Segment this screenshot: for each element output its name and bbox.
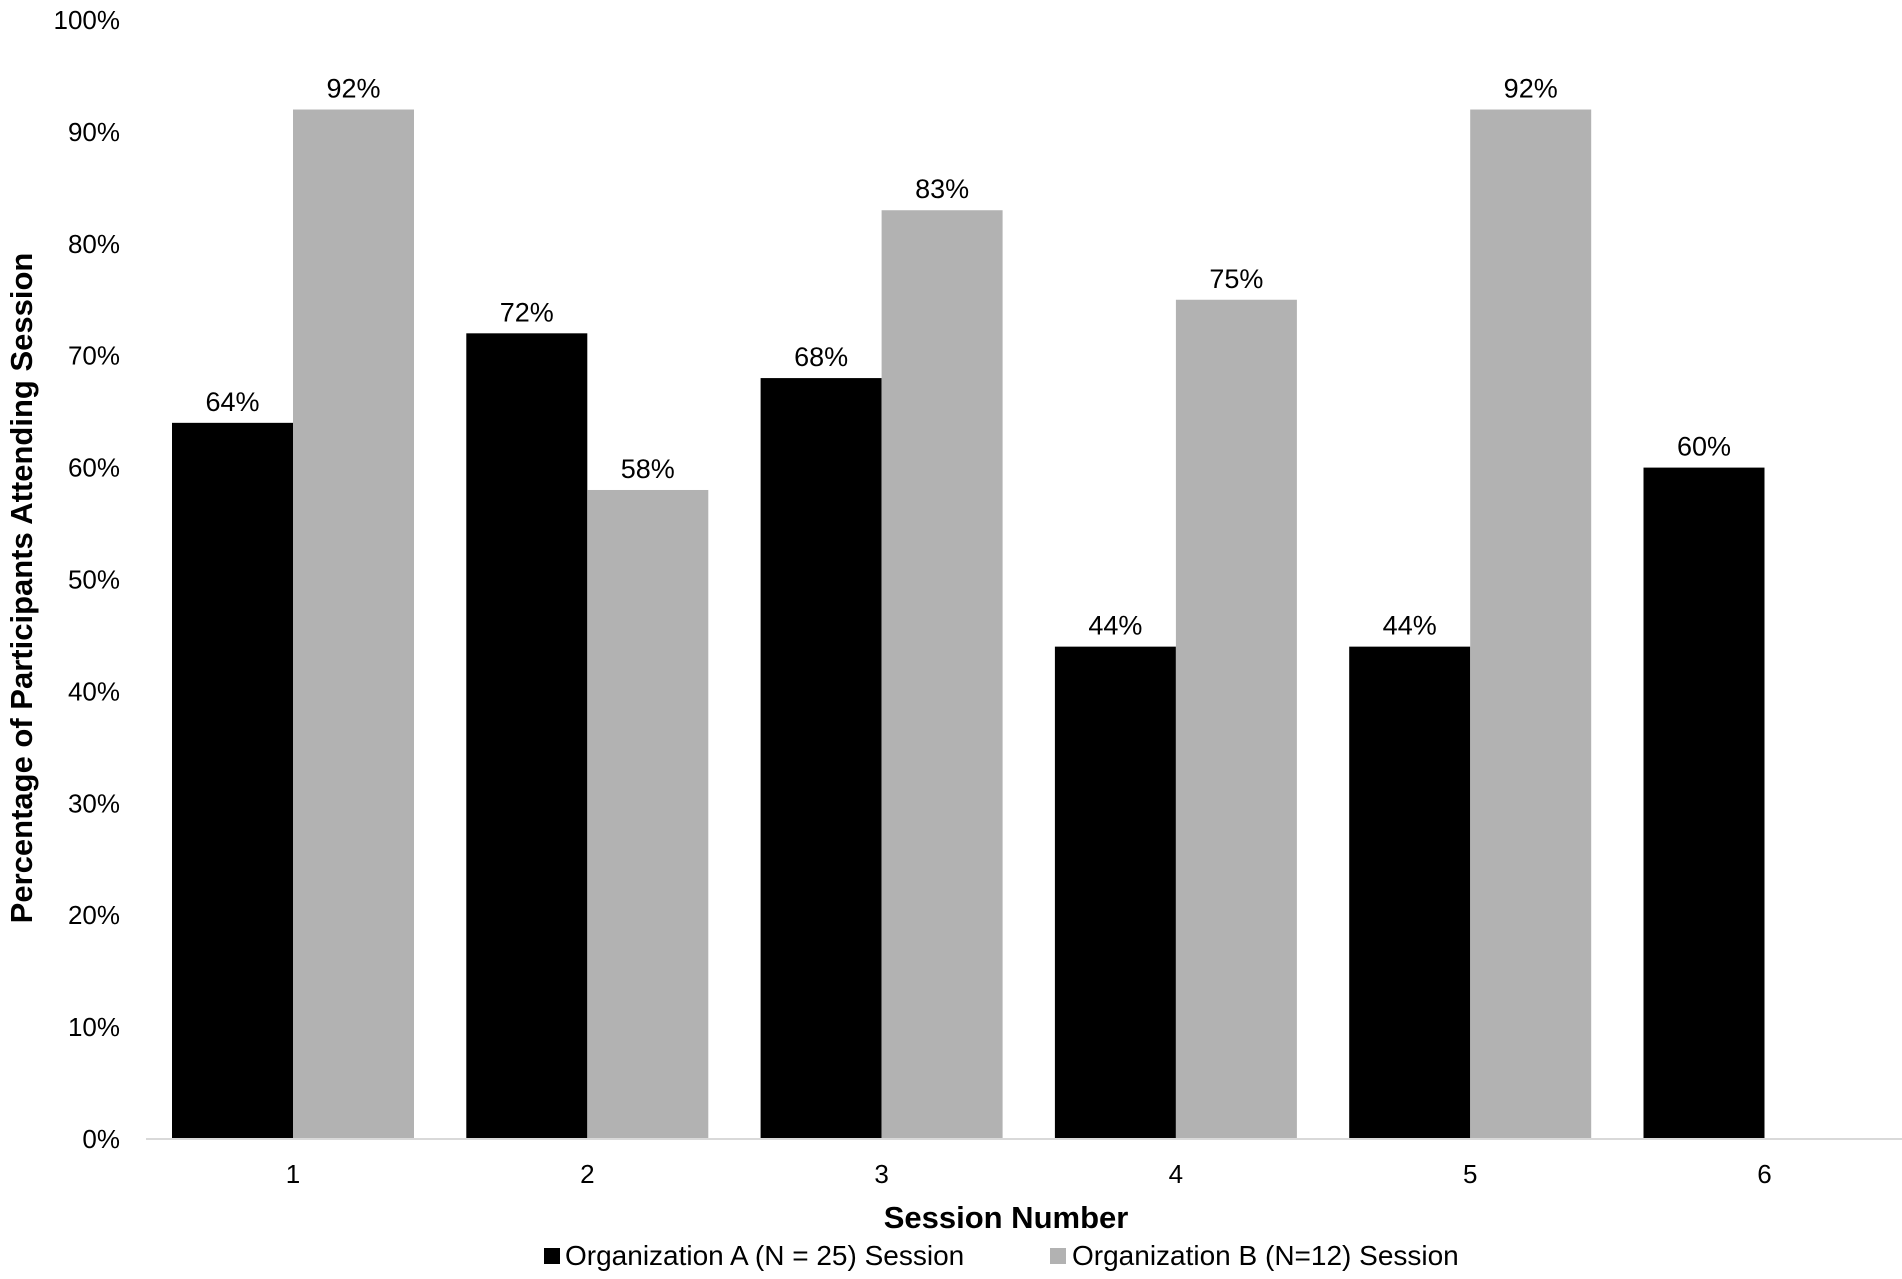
x-tick-label: 4 xyxy=(1169,1159,1183,1189)
x-tick-label: 2 xyxy=(580,1159,594,1189)
data-label: 64% xyxy=(205,387,259,417)
data-label: 75% xyxy=(1209,264,1263,294)
x-tick-label: 5 xyxy=(1463,1159,1477,1189)
y-axis-title: Percentage of Participants Attending Ses… xyxy=(4,253,39,924)
y-tick-label: 50% xyxy=(68,565,120,595)
data-label: 58% xyxy=(621,454,675,484)
y-tick-label: 60% xyxy=(68,453,120,483)
bar-series-1-session-5 xyxy=(1349,646,1471,1139)
data-label: 68% xyxy=(794,342,848,372)
x-axis-ticks: 1 2 3 4 5 6 xyxy=(286,1159,1772,1189)
legend-swatch-org-b xyxy=(1050,1248,1066,1264)
bar-series-1-session-2 xyxy=(466,333,588,1139)
bar-series-1-session-3 xyxy=(760,378,882,1140)
y-tick-label: 0% xyxy=(82,1124,120,1154)
bar-series-1-session-4 xyxy=(1054,646,1176,1139)
bar-series-2-session-5 xyxy=(1470,109,1592,1139)
bar-series-1-session-6 xyxy=(1643,467,1765,1140)
bar-series-2-session-3 xyxy=(881,210,1003,1140)
y-tick-label: 70% xyxy=(68,341,120,371)
y-tick-label: 10% xyxy=(68,1012,120,1042)
data-label: 60% xyxy=(1677,432,1731,462)
data-label: 72% xyxy=(500,297,554,327)
data-label: 92% xyxy=(1504,74,1558,104)
y-tick-label: 40% xyxy=(68,676,120,706)
y-tick-label: 30% xyxy=(68,788,120,818)
legend-label-org-a: Organization A (N = 25) Session xyxy=(565,1240,964,1271)
data-label: 92% xyxy=(326,74,380,104)
legend-swatch-org-a xyxy=(544,1248,560,1264)
data-label: 44% xyxy=(1088,611,1142,641)
y-tick-label: 100% xyxy=(54,5,121,35)
x-tick-label: 1 xyxy=(286,1159,300,1189)
x-tick-label: 3 xyxy=(874,1159,888,1189)
legend-label-org-b: Organization B (N=12) Session xyxy=(1072,1240,1459,1271)
bars xyxy=(172,109,1765,1140)
y-tick-label: 80% xyxy=(68,229,120,259)
data-labels: 64% 92% 72% 58% 68% 83% 44% 75% 44% 92% 60% xyxy=(205,74,1731,641)
legend: Organization A (N = 25) Session Organiza… xyxy=(544,1240,1459,1271)
bar-series-2-session-2 xyxy=(587,489,709,1140)
data-label: 44% xyxy=(1383,611,1437,641)
x-tick-label: 6 xyxy=(1757,1159,1771,1189)
bar-series-1-session-1 xyxy=(172,422,293,1140)
x-axis-title: Session Number xyxy=(884,1200,1129,1235)
data-label: 83% xyxy=(915,174,969,204)
y-tick-label: 20% xyxy=(68,900,120,930)
bar-series-2-session-1 xyxy=(293,109,414,1139)
y-tick-label: 90% xyxy=(68,117,120,147)
y-axis-ticks: 0% 10% 20% 30% 40% 50% 60% 70% 80% 90% 100% xyxy=(54,5,121,1154)
bar-series-2-session-4 xyxy=(1175,299,1297,1139)
